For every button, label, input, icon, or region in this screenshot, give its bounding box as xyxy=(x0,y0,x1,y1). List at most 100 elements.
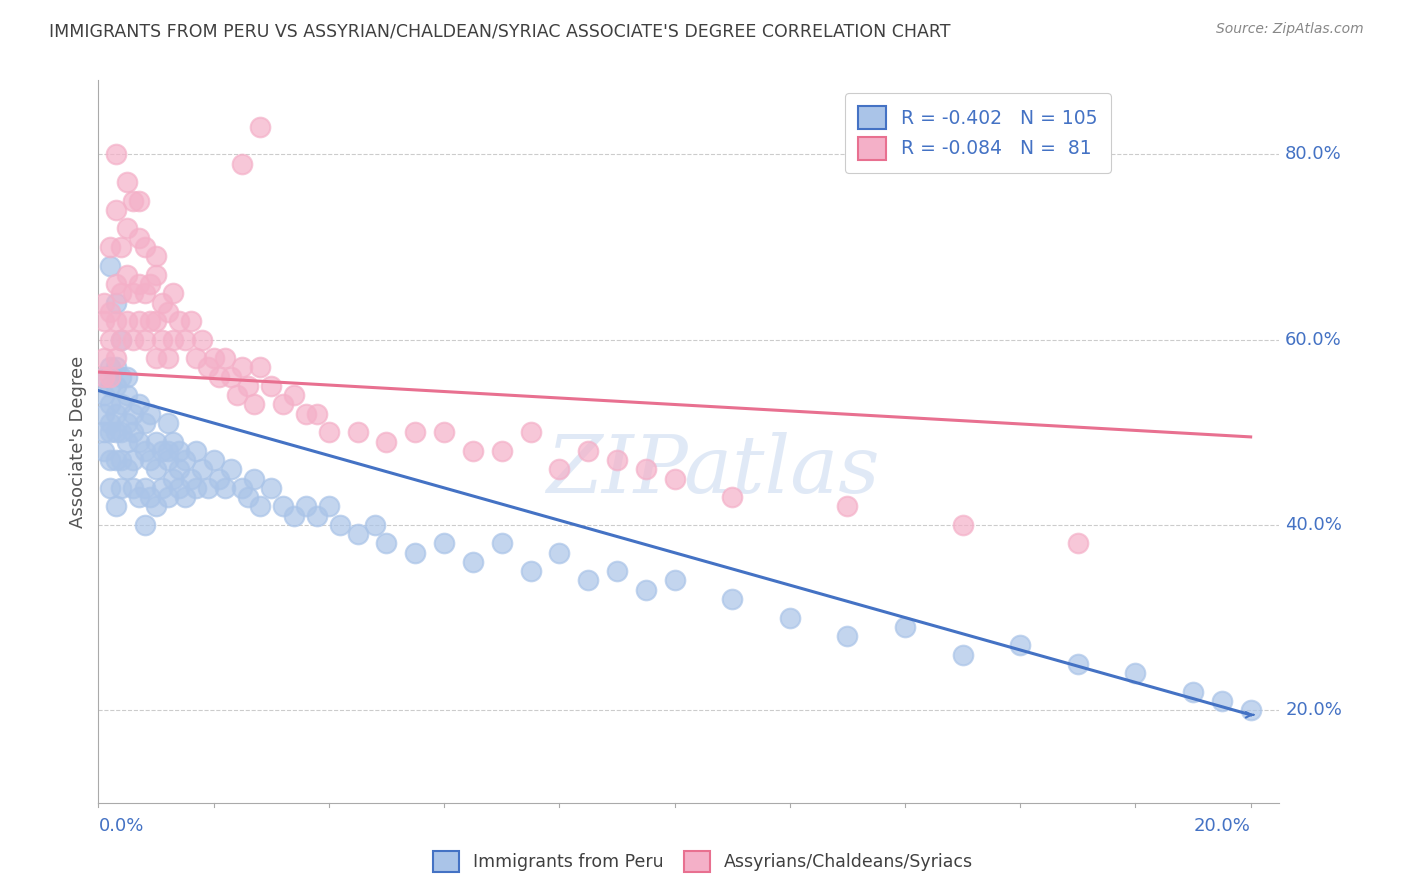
Point xyxy=(122,407,145,421)
Point xyxy=(180,472,202,486)
Point xyxy=(104,202,127,217)
Point xyxy=(93,443,115,458)
Point xyxy=(167,481,190,495)
Point xyxy=(238,379,260,393)
Point xyxy=(110,481,132,495)
Point xyxy=(93,388,115,402)
Point xyxy=(128,231,150,245)
Point xyxy=(664,472,686,486)
Point xyxy=(243,397,266,411)
Point xyxy=(110,397,132,411)
Point xyxy=(93,407,115,421)
Point xyxy=(318,425,340,440)
Point xyxy=(519,564,541,578)
Point xyxy=(318,500,340,514)
Text: 20.0%: 20.0% xyxy=(1285,701,1343,719)
Point xyxy=(433,425,456,440)
Text: 20.0%: 20.0% xyxy=(1194,817,1251,835)
Point xyxy=(162,333,184,347)
Point xyxy=(122,194,145,208)
Point xyxy=(721,592,744,607)
Point xyxy=(145,351,167,366)
Point xyxy=(110,286,132,301)
Point xyxy=(219,369,242,384)
Point xyxy=(98,379,121,393)
Point xyxy=(104,351,127,366)
Text: ZIPatlas: ZIPatlas xyxy=(546,432,879,509)
Point xyxy=(197,481,219,495)
Point xyxy=(295,500,318,514)
Point xyxy=(191,462,214,476)
Point xyxy=(664,574,686,588)
Point xyxy=(139,407,162,421)
Point xyxy=(115,221,138,235)
Point xyxy=(186,481,208,495)
Point xyxy=(1211,694,1233,708)
Point xyxy=(128,397,150,411)
Point xyxy=(139,314,162,328)
Point xyxy=(202,351,225,366)
Point xyxy=(186,443,208,458)
Point xyxy=(115,175,138,189)
Point xyxy=(145,249,167,263)
Point xyxy=(283,388,305,402)
Point xyxy=(346,425,368,440)
Point xyxy=(461,555,484,569)
Point xyxy=(548,462,571,476)
Point xyxy=(98,259,121,273)
Point xyxy=(145,434,167,449)
Point xyxy=(260,481,283,495)
Point xyxy=(779,610,801,624)
Point xyxy=(156,305,179,319)
Point xyxy=(150,481,173,495)
Point xyxy=(214,351,236,366)
Point xyxy=(139,490,162,504)
Text: 0.0%: 0.0% xyxy=(98,817,143,835)
Point xyxy=(433,536,456,550)
Point xyxy=(162,286,184,301)
Point xyxy=(364,517,387,532)
Point xyxy=(260,379,283,393)
Point xyxy=(634,462,657,476)
Point xyxy=(98,369,121,384)
Point xyxy=(219,462,242,476)
Point xyxy=(231,360,253,375)
Point xyxy=(98,240,121,254)
Point xyxy=(110,240,132,254)
Legend: Immigrants from Peru, Assyrians/Chaldeans/Syriacs: Immigrants from Peru, Assyrians/Chaldean… xyxy=(426,844,980,879)
Point xyxy=(167,462,190,476)
Point xyxy=(134,443,156,458)
Point xyxy=(404,546,426,560)
Point xyxy=(156,416,179,430)
Point xyxy=(104,295,127,310)
Point xyxy=(208,369,231,384)
Point xyxy=(208,472,231,486)
Point xyxy=(548,546,571,560)
Point xyxy=(110,333,132,347)
Point xyxy=(98,305,121,319)
Point xyxy=(606,564,628,578)
Point xyxy=(1067,657,1090,671)
Point xyxy=(1182,684,1205,698)
Point xyxy=(167,314,190,328)
Legend: R = -0.402   N = 105, R = -0.084   N =  81: R = -0.402 N = 105, R = -0.084 N = 81 xyxy=(845,94,1111,173)
Point xyxy=(491,443,513,458)
Point xyxy=(952,648,974,662)
Point xyxy=(156,351,179,366)
Point xyxy=(576,443,599,458)
Point xyxy=(150,443,173,458)
Point xyxy=(329,517,352,532)
Point xyxy=(115,388,138,402)
Point xyxy=(104,147,127,161)
Point xyxy=(238,490,260,504)
Point xyxy=(271,500,294,514)
Point xyxy=(115,314,138,328)
Point xyxy=(307,407,329,421)
Point xyxy=(375,434,398,449)
Point xyxy=(202,453,225,467)
Text: 80.0%: 80.0% xyxy=(1285,145,1341,163)
Point xyxy=(128,277,150,291)
Point xyxy=(104,314,127,328)
Point xyxy=(93,295,115,310)
Point xyxy=(1067,536,1090,550)
